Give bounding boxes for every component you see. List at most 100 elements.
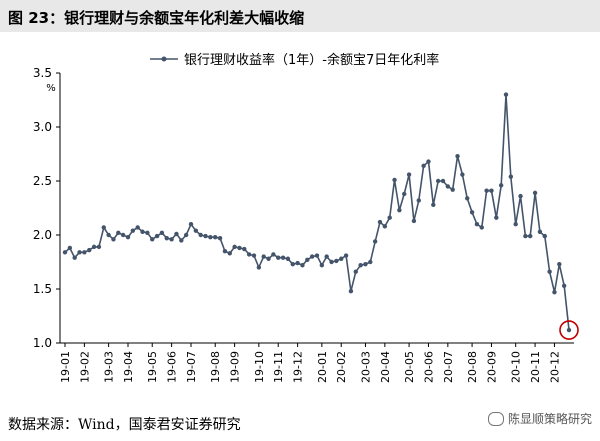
data-point: [426, 159, 431, 164]
legend-label: 银行理财收益率（1年）-余额宝7日年化利率: [184, 52, 439, 68]
data-point: [193, 228, 199, 233]
data-point: [406, 172, 412, 177]
y-tick-label: 1.5: [33, 282, 52, 296]
data-point: [319, 263, 325, 268]
series-line: [64, 94, 570, 331]
data-point: [528, 233, 533, 239]
figure-title: 图 23：银行理财与余额宝年化利差大幅收缩: [8, 9, 305, 27]
data-point: [431, 202, 436, 207]
data-point: [154, 233, 160, 239]
data-point: [266, 256, 271, 261]
data-point: [290, 261, 295, 267]
data-point: [246, 252, 252, 257]
x-tick-label: 19-08: [209, 351, 222, 383]
data-point: [227, 251, 232, 256]
figure-header: 图 23：银行理财与余额宝年化利差大幅收缩: [0, 0, 600, 32]
data-point: [237, 245, 242, 251]
data-point: [542, 233, 547, 239]
x-tick-label: 20-11: [529, 351, 542, 383]
wechat-icon: [487, 411, 504, 426]
watermark-text: 陈显顺策略研究: [507, 412, 592, 426]
data-point: [382, 224, 388, 229]
data-point: [537, 229, 543, 234]
data-point: [523, 233, 528, 239]
x-tick-label: 20-12: [548, 351, 561, 383]
data-point: [285, 256, 291, 261]
data-point: [96, 244, 102, 250]
data-point: [188, 222, 194, 227]
data-point: [251, 253, 257, 258]
data-point: [67, 245, 73, 251]
x-tick-label: 20-01: [316, 351, 329, 383]
data-point: [489, 188, 494, 193]
data-point: [474, 222, 480, 227]
data-point: [232, 244, 237, 250]
chart-area: 1.0 1.5 2.0 2.5 3.0 3.5% 19-01 19-02 19-03 19-04 1…: [0, 36, 600, 406]
data-point: [91, 244, 97, 250]
data-point: [82, 250, 87, 255]
data-point: [377, 219, 383, 225]
data-point: [392, 177, 397, 183]
data-point: [484, 188, 489, 193]
data-point: [566, 327, 572, 333]
data-point: [353, 269, 358, 274]
x-tick-label: 20-02: [335, 351, 348, 383]
data-point: [164, 236, 169, 241]
data-point: [179, 238, 184, 243]
data-point: [116, 230, 121, 236]
data-point: [455, 153, 460, 159]
data-point: [465, 196, 470, 201]
data-point: [348, 288, 354, 294]
data-point: [440, 178, 446, 184]
data-point: [324, 254, 329, 259]
y-tick-label: 1.0: [33, 336, 52, 350]
data-point: [222, 249, 228, 254]
data-point: [334, 258, 339, 264]
data-point: [421, 163, 426, 169]
x-tick-label: 19-02: [78, 351, 91, 383]
x-tick-label: 19-07: [185, 351, 198, 383]
data-point: [106, 232, 111, 238]
data-point: [271, 252, 276, 257]
y-tick-label: 2.0: [33, 228, 52, 242]
data-point: [372, 239, 378, 244]
x-tick-label: 19-12: [292, 351, 305, 383]
data-point: [135, 225, 140, 230]
data-point: [314, 253, 320, 258]
x-tick-label: 19-06: [166, 351, 179, 383]
data-point: [300, 263, 305, 268]
data-point: [552, 290, 557, 295]
data-point: [445, 184, 451, 189]
watermark: 陈显顺策略研究: [487, 410, 592, 427]
source-note: 数据来源：Wind，国泰君安证券研究: [8, 417, 241, 433]
data-point: [416, 198, 421, 203]
data-point: [518, 193, 523, 199]
data-point: [368, 259, 373, 265]
data-point: [508, 174, 514, 179]
x-tick-label: 19-05: [146, 351, 159, 383]
y-tick-label: 3.5: [33, 66, 52, 80]
data-point: [150, 237, 155, 242]
data-point: [498, 183, 504, 188]
data-point: [256, 265, 262, 270]
data-point: [305, 257, 310, 263]
line-chart: 1.0 1.5 2.0 2.5 3.0 3.5% 19-01 19-02 19-03 19-04 1…: [33, 52, 579, 383]
data-point: [343, 253, 349, 258]
data-point: [411, 218, 417, 224]
x-tick-label: 20-04: [379, 351, 392, 383]
x-tick-label: 20-09: [485, 351, 498, 383]
legend-marker: [161, 56, 167, 62]
x-tick-label: 19-11: [272, 351, 285, 383]
x-tick-label: 19-04: [122, 351, 135, 383]
data-point: [309, 254, 315, 259]
data-point: [208, 234, 213, 240]
data-point: [494, 215, 499, 220]
data-point: [503, 92, 509, 97]
data-point: [242, 246, 247, 252]
data-point: [435, 178, 441, 184]
data-point: [397, 207, 402, 213]
y-tick-label: 2.5: [33, 174, 52, 188]
data-point: [261, 254, 266, 259]
data-point: [72, 255, 77, 260]
data-point: [169, 237, 174, 242]
